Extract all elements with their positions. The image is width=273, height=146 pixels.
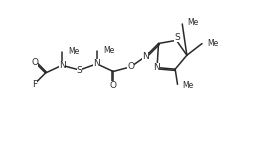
Text: Me: Me xyxy=(103,46,114,55)
Text: S: S xyxy=(77,66,82,74)
Text: N: N xyxy=(142,52,149,61)
Text: Me: Me xyxy=(207,39,218,48)
Text: N: N xyxy=(153,63,160,72)
Text: F: F xyxy=(32,80,37,89)
Text: N: N xyxy=(59,61,66,70)
Text: N: N xyxy=(93,59,100,68)
Text: O: O xyxy=(127,62,134,71)
Text: Me: Me xyxy=(183,81,194,90)
Text: O: O xyxy=(31,58,38,67)
Text: Me: Me xyxy=(69,47,80,56)
Text: O: O xyxy=(110,81,117,90)
Text: S: S xyxy=(174,33,180,42)
Text: Me: Me xyxy=(187,18,199,27)
